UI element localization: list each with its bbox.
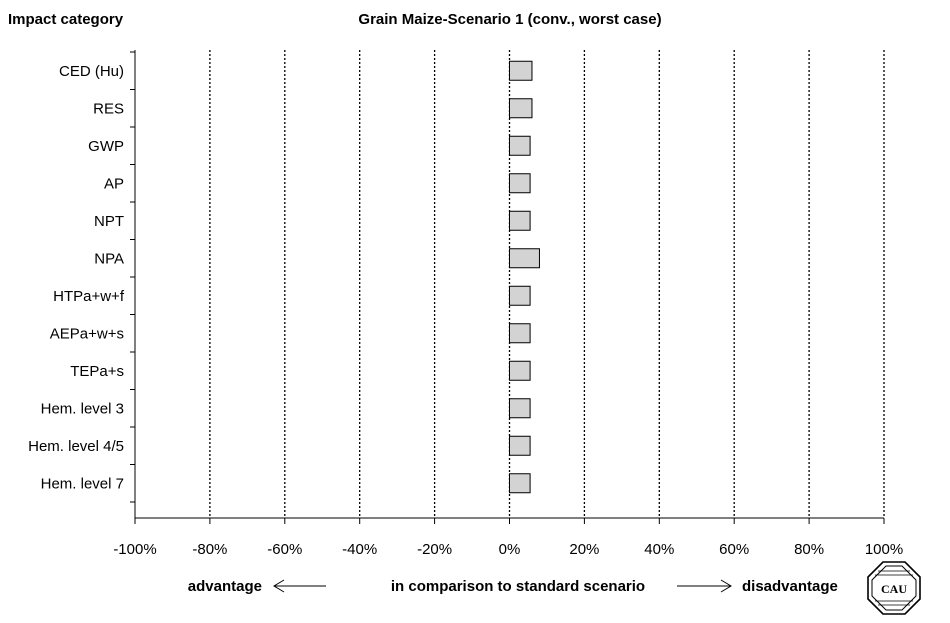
x-tick-label: -60%: [267, 541, 302, 558]
x-tick-label: 20%: [569, 541, 599, 558]
bar: [509, 248, 540, 269]
xlabel-advantage: advantage: [188, 578, 262, 595]
category-label: AP: [104, 175, 124, 192]
bar: [509, 135, 531, 156]
category-label: Hem. level 3: [41, 400, 124, 417]
chart-title: Grain Maize-Scenario 1 (conv., worst cas…: [358, 11, 661, 28]
xlabel-comparison: in comparison to standard scenario: [391, 578, 645, 595]
category-labels: CED (Hu) RES GWP AP NPT NPA HTPa+w+f AEPa+w+s TE…: [28, 63, 125, 493]
x-tick-label: 40%: [644, 541, 674, 558]
cau-logo: CAU: [867, 561, 921, 615]
bar: [509, 173, 531, 194]
category-label: Hem. level 7: [41, 475, 124, 492]
bar: [509, 285, 531, 306]
arrow-right-icon: [677, 579, 732, 593]
x-tick-label: -20%: [417, 541, 452, 558]
x-tick-label: -100%: [113, 541, 156, 558]
x-tick-label: 0%: [499, 541, 521, 558]
bars: [509, 60, 540, 494]
category-label: Hem. level 4/5: [28, 438, 124, 455]
category-label: GWP: [88, 138, 124, 155]
x-tick-label: -40%: [342, 541, 377, 558]
category-label: RES: [93, 100, 124, 117]
x-tick-label: -80%: [192, 541, 227, 558]
x-tick-label: 60%: [719, 541, 749, 558]
category-label: NPT: [94, 213, 124, 230]
cau-logo-text: CAU: [881, 582, 907, 596]
bar: [509, 435, 531, 456]
bar: [509, 398, 531, 419]
category-label: HTPa+w+f: [53, 288, 125, 305]
grid-lines: [209, 50, 885, 518]
category-header: Impact category: [8, 11, 124, 28]
bar: [509, 98, 533, 119]
arrow-left-icon: [273, 579, 326, 593]
category-label: TEPa+s: [70, 363, 124, 380]
x-axis-caption: advantage in comparison to standard scen…: [188, 578, 838, 595]
bar: [509, 360, 531, 381]
x-tick-label: 80%: [794, 541, 824, 558]
bar: [509, 210, 531, 231]
xlabel-disadvantage: disadvantage: [742, 578, 838, 595]
category-label: NPA: [94, 250, 124, 267]
category-label: AEPa+w+s: [50, 325, 124, 342]
category-label: CED (Hu): [59, 63, 124, 80]
bar: [509, 60, 533, 81]
bar: [509, 323, 531, 344]
bar: [509, 473, 531, 494]
x-tick-labels: -100% -80% -60% -40% -20% 0% 20% 40% 60% 80% 100%: [113, 541, 903, 558]
x-tick-label: 100%: [865, 541, 903, 558]
x-axis: [130, 50, 885, 524]
